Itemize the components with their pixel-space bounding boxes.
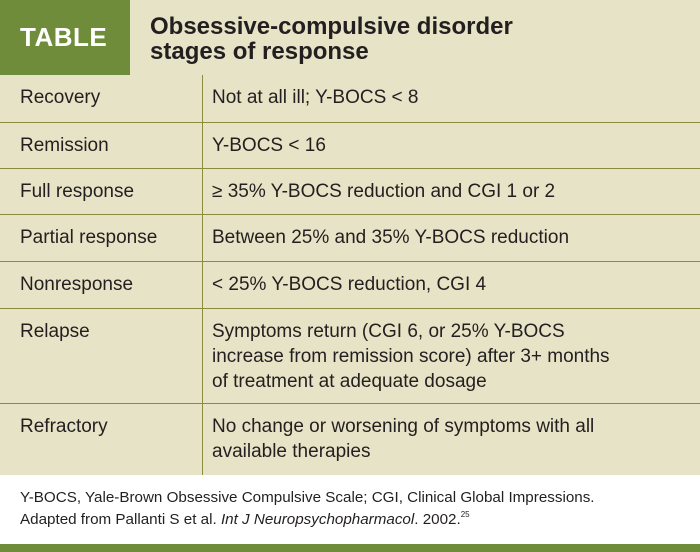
- source-prefix: Adapted from Pallanti S et al.: [20, 511, 221, 528]
- table-row-refractory: Refractory No change or worsening of sym…: [0, 404, 700, 475]
- table-row-relapse: Relapse Symptoms return (CGI 6, or 25% Y…: [0, 309, 700, 404]
- stage-cell: Remission: [20, 135, 109, 156]
- definition-line: Symptoms return (CGI 6, or 25% Y-BOCS: [212, 321, 565, 342]
- definition-line: increase from remission score) after 3+ …: [212, 346, 610, 367]
- table-row-full-response: Full response ≥ 35% Y-BOCS reduction and…: [0, 169, 700, 215]
- stage-cell: Partial response: [20, 227, 158, 248]
- footnote-source: Adapted from Pallanti S et al. Int J Neu…: [20, 509, 690, 531]
- definition-cell: No change or worsening of symptoms with …: [212, 414, 682, 464]
- reference-number: 25: [460, 510, 470, 519]
- definition-cell: Y-BOCS < 16: [212, 135, 326, 156]
- table-row-nonresponse: Nonresponse < 25% Y-BOCS reduction, CGI …: [0, 262, 700, 309]
- table-row-recovery: Recovery Not at all ill; Y-BOCS < 8: [0, 75, 700, 123]
- footnote-abbreviations: Y-BOCS, Yale-Brown Obsessive Compulsive …: [20, 489, 595, 506]
- definition-line: of treatment at adequate dosage: [212, 371, 487, 392]
- table-row-remission: Remission Y-BOCS < 16: [0, 123, 700, 169]
- source-suffix: . 2002.: [414, 511, 461, 528]
- definition-cell: Symptoms return (CGI 6, or 25% Y-BOCS in…: [212, 319, 682, 394]
- definition-line: No change or worsening of symptoms with …: [212, 416, 595, 437]
- footnote: Y-BOCS, Yale-Brown Obsessive Compulsive …: [20, 487, 690, 531]
- bottom-rule: [0, 544, 700, 552]
- journal-name: Int J Neuropsychopharmacol: [220, 511, 415, 528]
- definition-cell: Not at all ill; Y-BOCS < 8: [212, 87, 419, 108]
- table-tag-label: TABLE: [20, 22, 108, 52]
- stage-cell: Full response: [20, 181, 135, 202]
- stage-cell: Recovery: [20, 87, 101, 108]
- title-line-2: stages of response: [150, 38, 369, 65]
- title-line-1: Obsessive-compulsive disorder: [150, 13, 513, 40]
- footnote-area: Y-BOCS, Yale-Brown Obsessive Compulsive …: [0, 475, 700, 545]
- definition-line: available therapies: [212, 441, 371, 462]
- definition-cell: < 25% Y-BOCS reduction, CGI 4: [212, 274, 487, 295]
- stage-cell: Refractory: [20, 416, 108, 437]
- column-divider: [202, 75, 203, 475]
- table-tag: TABLE: [0, 0, 130, 75]
- stage-cell: Nonresponse: [20, 274, 134, 295]
- stage-cell: Relapse: [20, 321, 90, 342]
- table-header: TABLE Obsessive-compulsive disorder stag…: [0, 0, 700, 75]
- definition-cell: ≥ 35% Y-BOCS reduction and CGI 1 or 2: [212, 181, 556, 202]
- table-title: Obsessive-compulsive disorder stages of …: [150, 14, 680, 64]
- definition-cell: Between 25% and 35% Y-BOCS reduction: [212, 227, 570, 248]
- table-row-partial-response: Partial response Between 25% and 35% Y-B…: [0, 215, 700, 262]
- table-body: [0, 75, 700, 475]
